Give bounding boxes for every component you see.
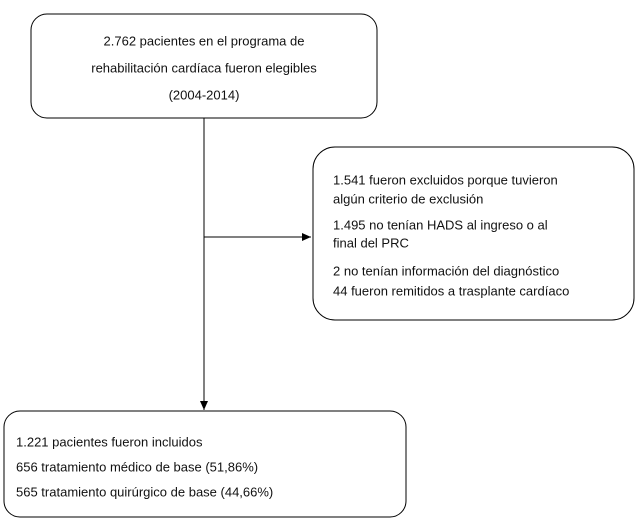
node-text: (2004-2014) [169,87,240,102]
node-text: rehabilitación cardíaca fueron elegibles [91,60,317,75]
node-text: 656 tratamiento médico de base (51,86%) [16,459,258,474]
node-text: algún criterio de exclusión [333,191,483,206]
node-text: final del PRC [333,235,409,250]
node-text: 2 no tenían información del diagnóstico [333,263,559,278]
node-text: 2.762 pacientes en el programa de [104,33,305,48]
node-text: 44 fueron remitidos a trasplante cardíac… [333,283,569,298]
node-text: 565 tratamiento quirúrgico de base (44,6… [16,484,273,499]
node-text: 1.221 pacientes fueron incluidos [16,434,203,449]
node-box [3,410,407,518]
node-text: 1.495 no tenían HADS al ingreso o al [333,217,548,232]
node-box [312,146,635,321]
node-text: 1.541 fueron excluidos porque tuvieron [333,172,558,187]
